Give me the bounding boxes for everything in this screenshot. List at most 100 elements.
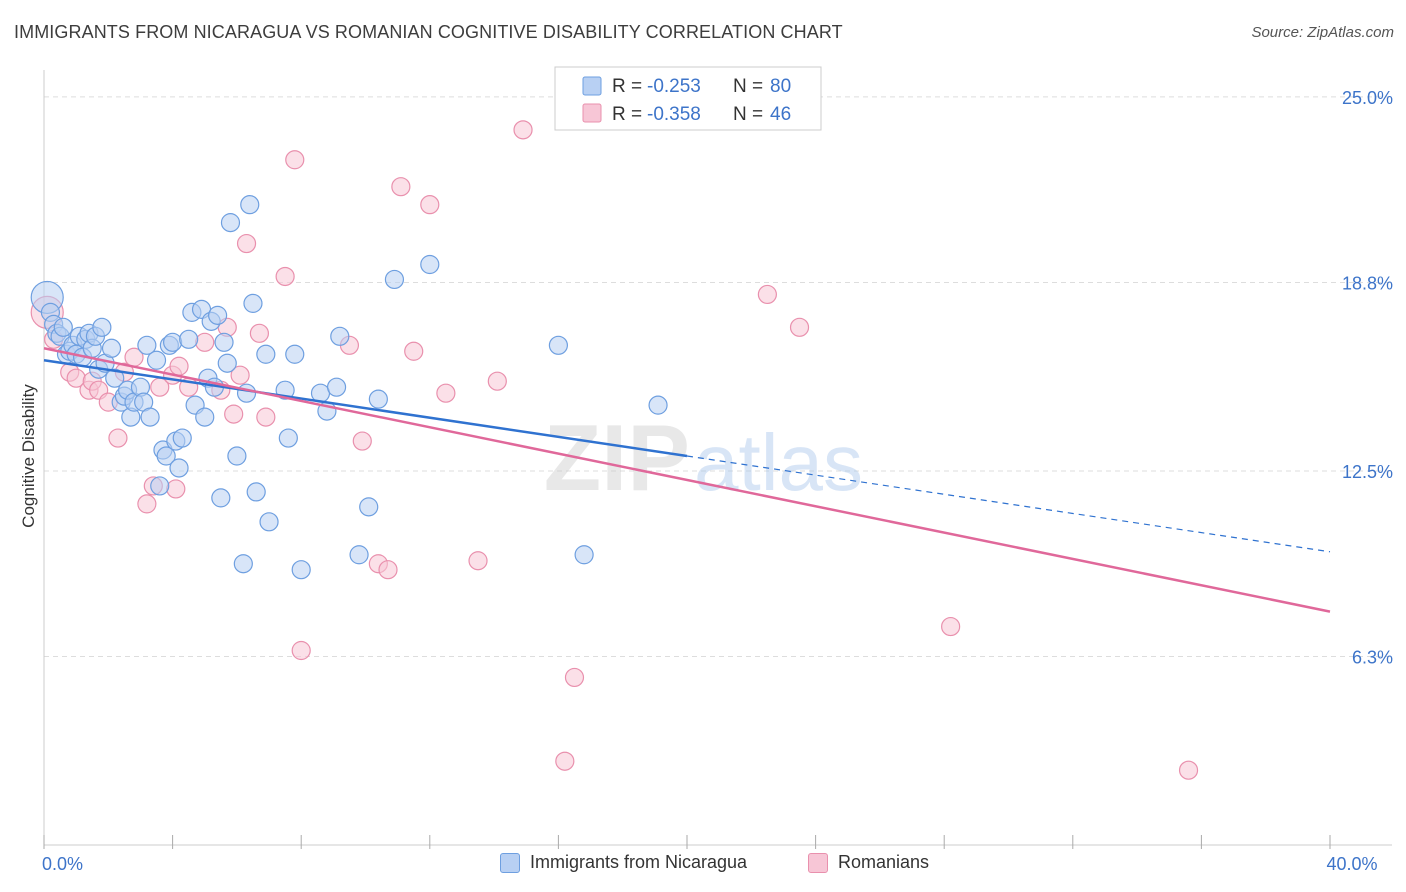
trend-line-nicaragua-extension (686, 455, 1331, 553)
data-point (217, 353, 237, 373)
data-point (108, 428, 128, 448)
x-tick-label: 0.0% (42, 854, 83, 874)
axes (43, 70, 1392, 849)
source-label: Source: ZipAtlas.com (1251, 24, 1394, 41)
data-point (92, 317, 112, 337)
data-point (208, 305, 228, 325)
data-point (349, 545, 369, 565)
data-point (230, 365, 250, 385)
y-tick-label: 12.5% (1342, 462, 1393, 482)
data-point (240, 195, 260, 215)
data-point (150, 476, 170, 496)
data-point (256, 407, 276, 427)
data-point (330, 326, 350, 346)
legend-n-value-2: 46 (770, 104, 791, 125)
y-tick-label: 18.8% (1342, 273, 1393, 293)
data-point (195, 332, 215, 352)
data-point (137, 335, 157, 355)
chart-title: IMMIGRANTS FROM NICARAGUA VS ROMANIAN CO… (14, 22, 843, 42)
data-point (172, 428, 192, 448)
correlation-legend: R = -0.253 N = 80 R = -0.358 N = 46 (554, 66, 822, 131)
legend-r-value-1: -0.253 (647, 76, 701, 97)
data-point (156, 446, 176, 466)
data-point (53, 317, 73, 337)
watermark-atlas: atlas (694, 418, 863, 507)
data-point (326, 377, 347, 397)
data-point (140, 407, 160, 427)
y-tick-label: 6.3% (1352, 647, 1393, 667)
data-point (487, 371, 507, 391)
legend-swatch-pink (582, 103, 602, 123)
legend-label-romanians: Romanians (838, 852, 930, 872)
data-point (249, 323, 270, 343)
legend-n-label-2: N = (733, 104, 763, 125)
data-point (941, 616, 961, 637)
data-point (564, 667, 585, 688)
data-point (169, 356, 189, 376)
data-point (291, 560, 311, 580)
data-point (278, 428, 298, 448)
legend-r-label-2: R = (612, 104, 642, 125)
trend-lines (43, 347, 1331, 613)
data-point (420, 254, 440, 275)
data-point (146, 350, 167, 370)
data-point (214, 332, 234, 352)
legend-n-label-1: N = (733, 76, 763, 97)
data-point (220, 213, 241, 233)
legend-r-label-1: R = (612, 76, 642, 97)
tick-labels: 6.3% 12.5% 18.8% 25.0% 0.0% 40.0% (42, 88, 1393, 874)
x-tick-label: 40.0% (1326, 854, 1377, 874)
legend-r-value-2: -0.358 (647, 104, 701, 125)
data-point (436, 383, 456, 403)
trend-line-nicaragua (43, 359, 688, 458)
data-point (105, 368, 125, 388)
data-point (163, 332, 183, 352)
legend-item-romanians[interactable]: Romanians (808, 852, 929, 873)
data-point (384, 269, 405, 290)
trend-line-romanians (43, 347, 1331, 613)
data-point (574, 545, 594, 565)
series-legend: Immigrants from Nicaragua Romanians (0, 852, 1406, 878)
data-point (420, 195, 440, 215)
data-point (468, 551, 488, 571)
data-point (236, 233, 257, 254)
data-point (211, 488, 231, 508)
data-point (256, 344, 276, 364)
y-tick-label: 25.0% (1342, 88, 1393, 108)
data-point (368, 389, 388, 409)
data-point (285, 150, 305, 170)
legend-item-nicaragua[interactable]: Immigrants from Nicaragua (500, 852, 747, 873)
data-point (1178, 760, 1199, 780)
watermark-zip: ZIP (544, 405, 690, 510)
data-point (195, 407, 215, 427)
data-point (513, 120, 533, 140)
data-point (224, 404, 244, 424)
data-point (548, 335, 569, 355)
data-point (101, 338, 122, 358)
data-point (757, 284, 777, 305)
data-point (169, 458, 189, 478)
data-point (352, 431, 372, 451)
data-point (166, 479, 186, 499)
data-point (259, 512, 279, 532)
data-point (555, 751, 575, 771)
data-point (391, 177, 411, 197)
series-nicaragua (30, 195, 668, 580)
legend-swatch-blue (582, 76, 602, 96)
data-point (291, 640, 311, 661)
data-point (243, 293, 263, 313)
data-point (275, 266, 295, 287)
data-point (404, 341, 424, 361)
legend-label-nicaragua: Immigrants from Nicaragua (530, 852, 748, 872)
legend-swatch-nicaragua (500, 852, 520, 873)
data-point (648, 395, 668, 415)
data-point (359, 497, 379, 517)
data-point (246, 482, 266, 502)
legend-n-value-1: 80 (770, 76, 791, 97)
data-point (233, 554, 253, 574)
data-point (285, 344, 305, 364)
data-point (227, 446, 247, 466)
y-axis-label: Cognitive Disability (19, 384, 38, 528)
legend-swatch-romanians (808, 852, 828, 873)
